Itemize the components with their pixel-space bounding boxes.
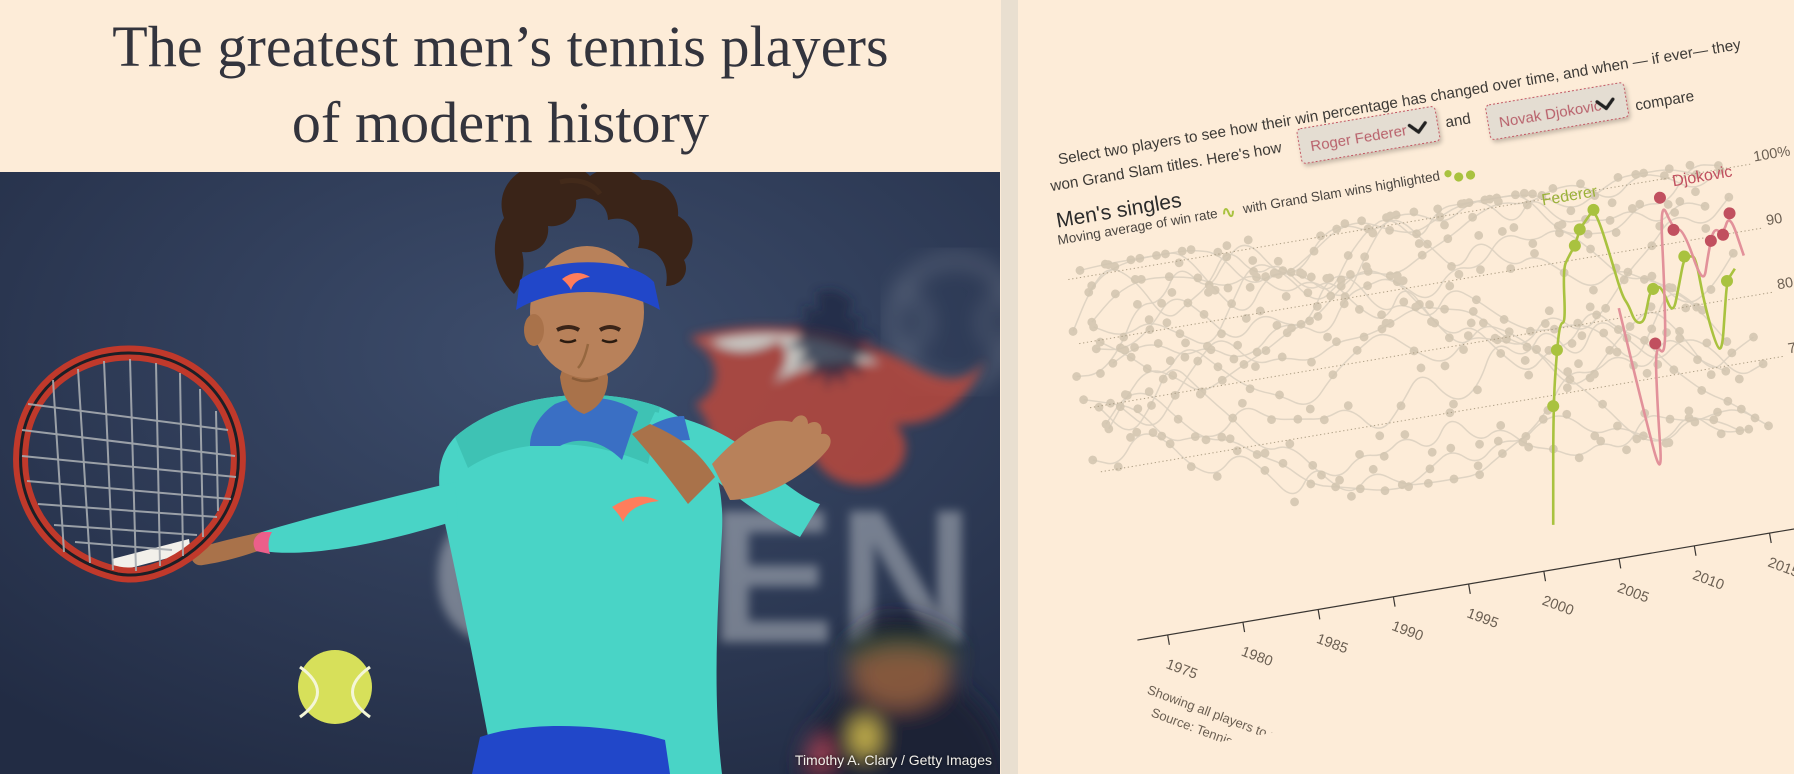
svg-text:100%: 100% [1752, 143, 1791, 165]
svg-text:1975: 1975 [1164, 657, 1200, 683]
svg-text:1990: 1990 [1389, 618, 1425, 644]
svg-text:1980: 1980 [1239, 644, 1275, 670]
svg-text:2000: 2000 [1540, 593, 1576, 619]
svg-text:2005: 2005 [1615, 580, 1651, 606]
svg-text:80: 80 [1776, 275, 1794, 293]
svg-text:90: 90 [1765, 211, 1784, 229]
svg-text:and: and [1444, 110, 1472, 131]
svg-text:Djokovic: Djokovic [1671, 163, 1733, 190]
svg-text:∿: ∿ [1220, 202, 1237, 223]
svg-text:compare: compare [1634, 88, 1696, 115]
svg-text:1995: 1995 [1465, 606, 1501, 632]
svg-text:2010: 2010 [1690, 567, 1726, 593]
svg-text:1985: 1985 [1314, 631, 1350, 657]
svg-text:70: 70 [1787, 339, 1794, 357]
svg-text:2015: 2015 [1766, 555, 1794, 581]
